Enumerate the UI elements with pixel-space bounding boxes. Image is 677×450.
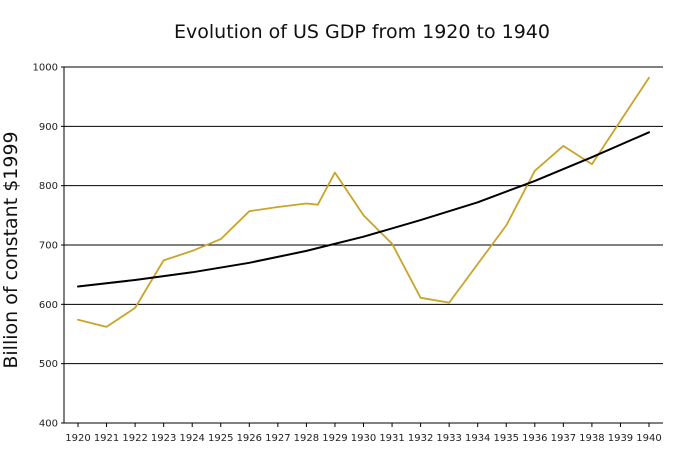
x-tick-label-1938: 1938 bbox=[579, 433, 604, 444]
trend-series-line bbox=[77, 131, 650, 288]
series-lines bbox=[77, 76, 650, 328]
x-tick-label-1921: 1921 bbox=[94, 433, 119, 444]
y-tick-label-400: 400 bbox=[39, 419, 58, 430]
x-tick-label-1928: 1928 bbox=[294, 433, 319, 444]
x-tick-label-1929: 1929 bbox=[322, 433, 347, 444]
y-tick-label-1000: 1000 bbox=[33, 63, 58, 74]
x-tick-label-1940: 1940 bbox=[636, 433, 661, 444]
gdp-series-line bbox=[77, 76, 650, 328]
x-tick-label-1930: 1930 bbox=[351, 433, 376, 444]
x-tick-label-1935: 1935 bbox=[494, 433, 519, 444]
y-tick-label-500: 500 bbox=[39, 359, 58, 370]
x-tick-label-1922: 1922 bbox=[122, 433, 147, 444]
x-tick-label-1936: 1936 bbox=[522, 433, 547, 444]
x-tick-label-1926: 1926 bbox=[237, 433, 262, 444]
gridlines bbox=[64, 66, 663, 365]
x-tick-label-1933: 1933 bbox=[436, 433, 461, 444]
x-tick-label-1931: 1931 bbox=[379, 433, 404, 444]
y-tick-label-800: 800 bbox=[39, 181, 58, 192]
y-tick-label-600: 600 bbox=[39, 300, 58, 311]
x-tick-label-1920: 1920 bbox=[65, 433, 90, 444]
chart-title: Evolution of US GDP from 1920 to 1940 bbox=[174, 21, 550, 43]
x-tick-label-1923: 1923 bbox=[151, 433, 176, 444]
x-tick-label-1932: 1932 bbox=[408, 433, 433, 444]
x-tick-label-1937: 1937 bbox=[551, 433, 576, 444]
y-tick-label-900: 900 bbox=[39, 122, 58, 133]
x-tick-label-1934: 1934 bbox=[465, 433, 490, 444]
x-tick-label-1925: 1925 bbox=[208, 433, 233, 444]
y-tick-label-700: 700 bbox=[39, 241, 58, 252]
x-tick-label-1939: 1939 bbox=[608, 433, 633, 444]
x-tick-label-1927: 1927 bbox=[265, 433, 290, 444]
x-tick-label-1924: 1924 bbox=[179, 433, 204, 444]
y-axis-label: Billion of constant $1999 bbox=[0, 131, 22, 368]
